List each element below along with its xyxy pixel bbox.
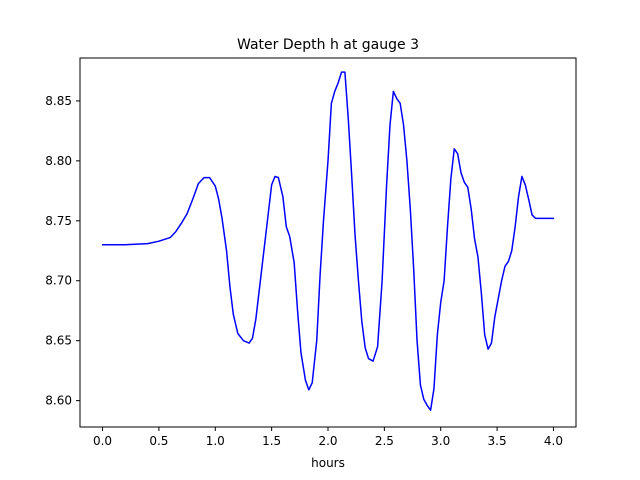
y-axis: 8.60 8.65 8.70 8.75 8.80 8.85 bbox=[45, 94, 80, 408]
plot-layer bbox=[101, 71, 555, 411]
y-tick-label: 8.85 bbox=[45, 94, 72, 108]
x-tick-label: 1.0 bbox=[206, 434, 225, 448]
series-line-0 bbox=[101, 71, 555, 411]
y-tick-label: 8.60 bbox=[45, 394, 72, 408]
y-tick-label: 8.65 bbox=[45, 334, 72, 348]
x-tick-label: 4.0 bbox=[544, 434, 563, 448]
x-tick-label: 3.5 bbox=[488, 434, 507, 448]
x-tick-label: 2.0 bbox=[318, 434, 337, 448]
x-axis: 0.0 0.5 1.0 1.5 2.0 2.5 3.0 3.5 4.0 bbox=[93, 427, 563, 448]
x-tick-label: 2.5 bbox=[375, 434, 394, 448]
x-tick-label: 3.0 bbox=[431, 434, 450, 448]
x-tick-label: 0.5 bbox=[149, 434, 168, 448]
y-tick-label: 8.75 bbox=[45, 214, 72, 228]
x-tick-label: 1.5 bbox=[262, 434, 281, 448]
x-tick-label: 0.0 bbox=[93, 434, 112, 448]
y-tick-label: 8.80 bbox=[45, 154, 72, 168]
x-axis-label: hours bbox=[311, 456, 345, 470]
y-tick-label: 8.70 bbox=[45, 274, 72, 288]
chart-title: Water Depth h at gauge 3 bbox=[237, 37, 419, 53]
